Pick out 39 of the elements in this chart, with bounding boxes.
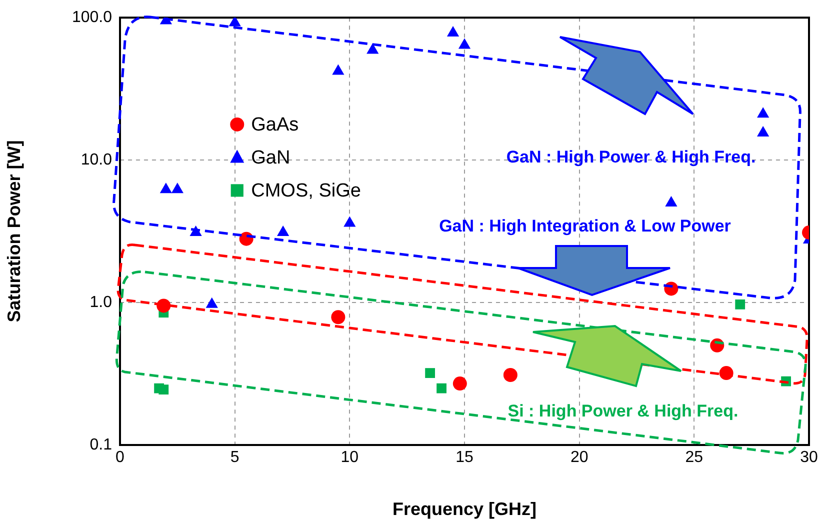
legend-label: GaAs xyxy=(251,114,299,136)
point xyxy=(452,376,467,391)
legend-label: GaN xyxy=(251,148,290,169)
x-tick-label: 0 xyxy=(116,449,125,466)
point xyxy=(277,226,290,236)
legend-label: CMOS, SiGe xyxy=(251,180,361,202)
y-tick-label: 0.1 xyxy=(90,436,112,454)
annotation: GaN : High Integration & Low Power xyxy=(439,216,732,236)
point xyxy=(160,182,172,194)
y-tick-label: 1.0 xyxy=(90,294,112,311)
x-tick-label: 15 xyxy=(456,449,474,466)
point xyxy=(228,18,241,26)
point xyxy=(158,384,169,395)
y-axis-title: Saturation Power [W] xyxy=(4,140,24,322)
point xyxy=(503,368,518,382)
x-axis-title: Frequency [GHz] xyxy=(392,499,537,520)
x-tick-label: 20 xyxy=(570,449,588,466)
x-tick-label: 5 xyxy=(230,449,240,466)
point xyxy=(757,126,770,136)
point xyxy=(665,196,678,206)
point xyxy=(735,299,746,310)
point xyxy=(206,297,218,308)
point xyxy=(425,368,435,378)
annotation: Si : High Power & High Freq. xyxy=(508,402,738,421)
point xyxy=(446,26,460,36)
point xyxy=(331,310,346,324)
point xyxy=(366,43,379,54)
point xyxy=(171,182,184,194)
x-tick-label: 30 xyxy=(800,449,818,466)
point xyxy=(332,64,344,75)
point xyxy=(458,38,471,49)
point xyxy=(344,216,356,227)
annotation: GaN : High Power & High Freq. xyxy=(506,148,756,167)
y-tick-label: 100.0 xyxy=(72,9,112,26)
point xyxy=(436,383,446,394)
x-tick-label: 25 xyxy=(685,449,704,466)
point xyxy=(757,107,770,118)
x-tick-label: 10 xyxy=(340,449,359,466)
y-tick-label: 10.0 xyxy=(80,151,112,168)
